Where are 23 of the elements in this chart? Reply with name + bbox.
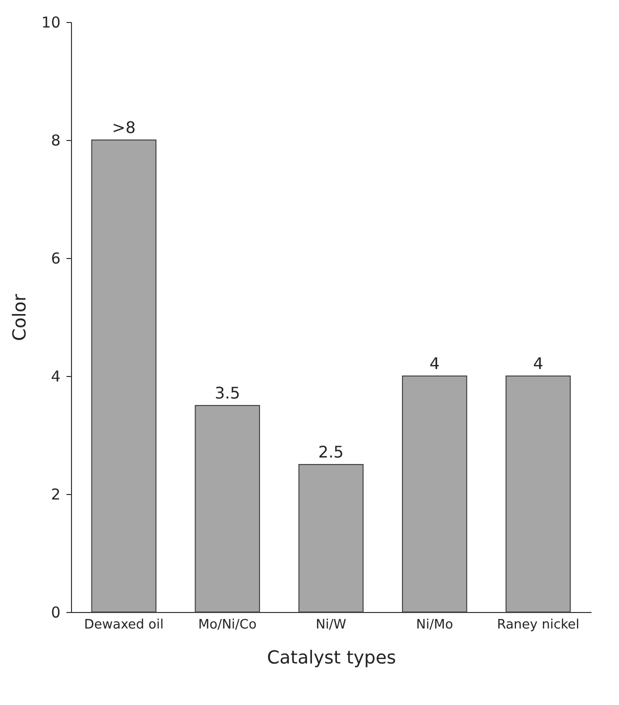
y-tick-label: 8	[50, 132, 60, 150]
x-tick-label: Raney nickel	[496, 618, 580, 632]
bar	[506, 376, 571, 612]
bar	[298, 464, 364, 612]
data-label: >8	[112, 118, 136, 137]
bar	[194, 405, 260, 612]
y-tick-label: 0	[50, 604, 60, 622]
data-label: 4	[429, 354, 440, 373]
x-tick-label: Dewaxed oil	[84, 618, 164, 632]
y-axis-title: Color	[9, 293, 30, 341]
x-tick-label: Mo/Ni/Co	[198, 618, 257, 632]
x-tick-label: Ni/Mo	[416, 618, 454, 632]
y-tick-label: 2	[50, 486, 60, 504]
y-tick-label: 4	[50, 368, 60, 386]
y-tick-label: 6	[50, 250, 60, 268]
bar	[402, 376, 468, 612]
data-label: 2.5	[318, 442, 344, 462]
bar	[91, 140, 156, 612]
x-tick-label: Ni/W	[316, 618, 346, 632]
data-label: 4	[533, 354, 544, 373]
x-axis-title: Catalyst types	[266, 648, 396, 668]
y-tick-label: 10	[41, 14, 60, 32]
data-label: 3.5	[214, 384, 240, 402]
